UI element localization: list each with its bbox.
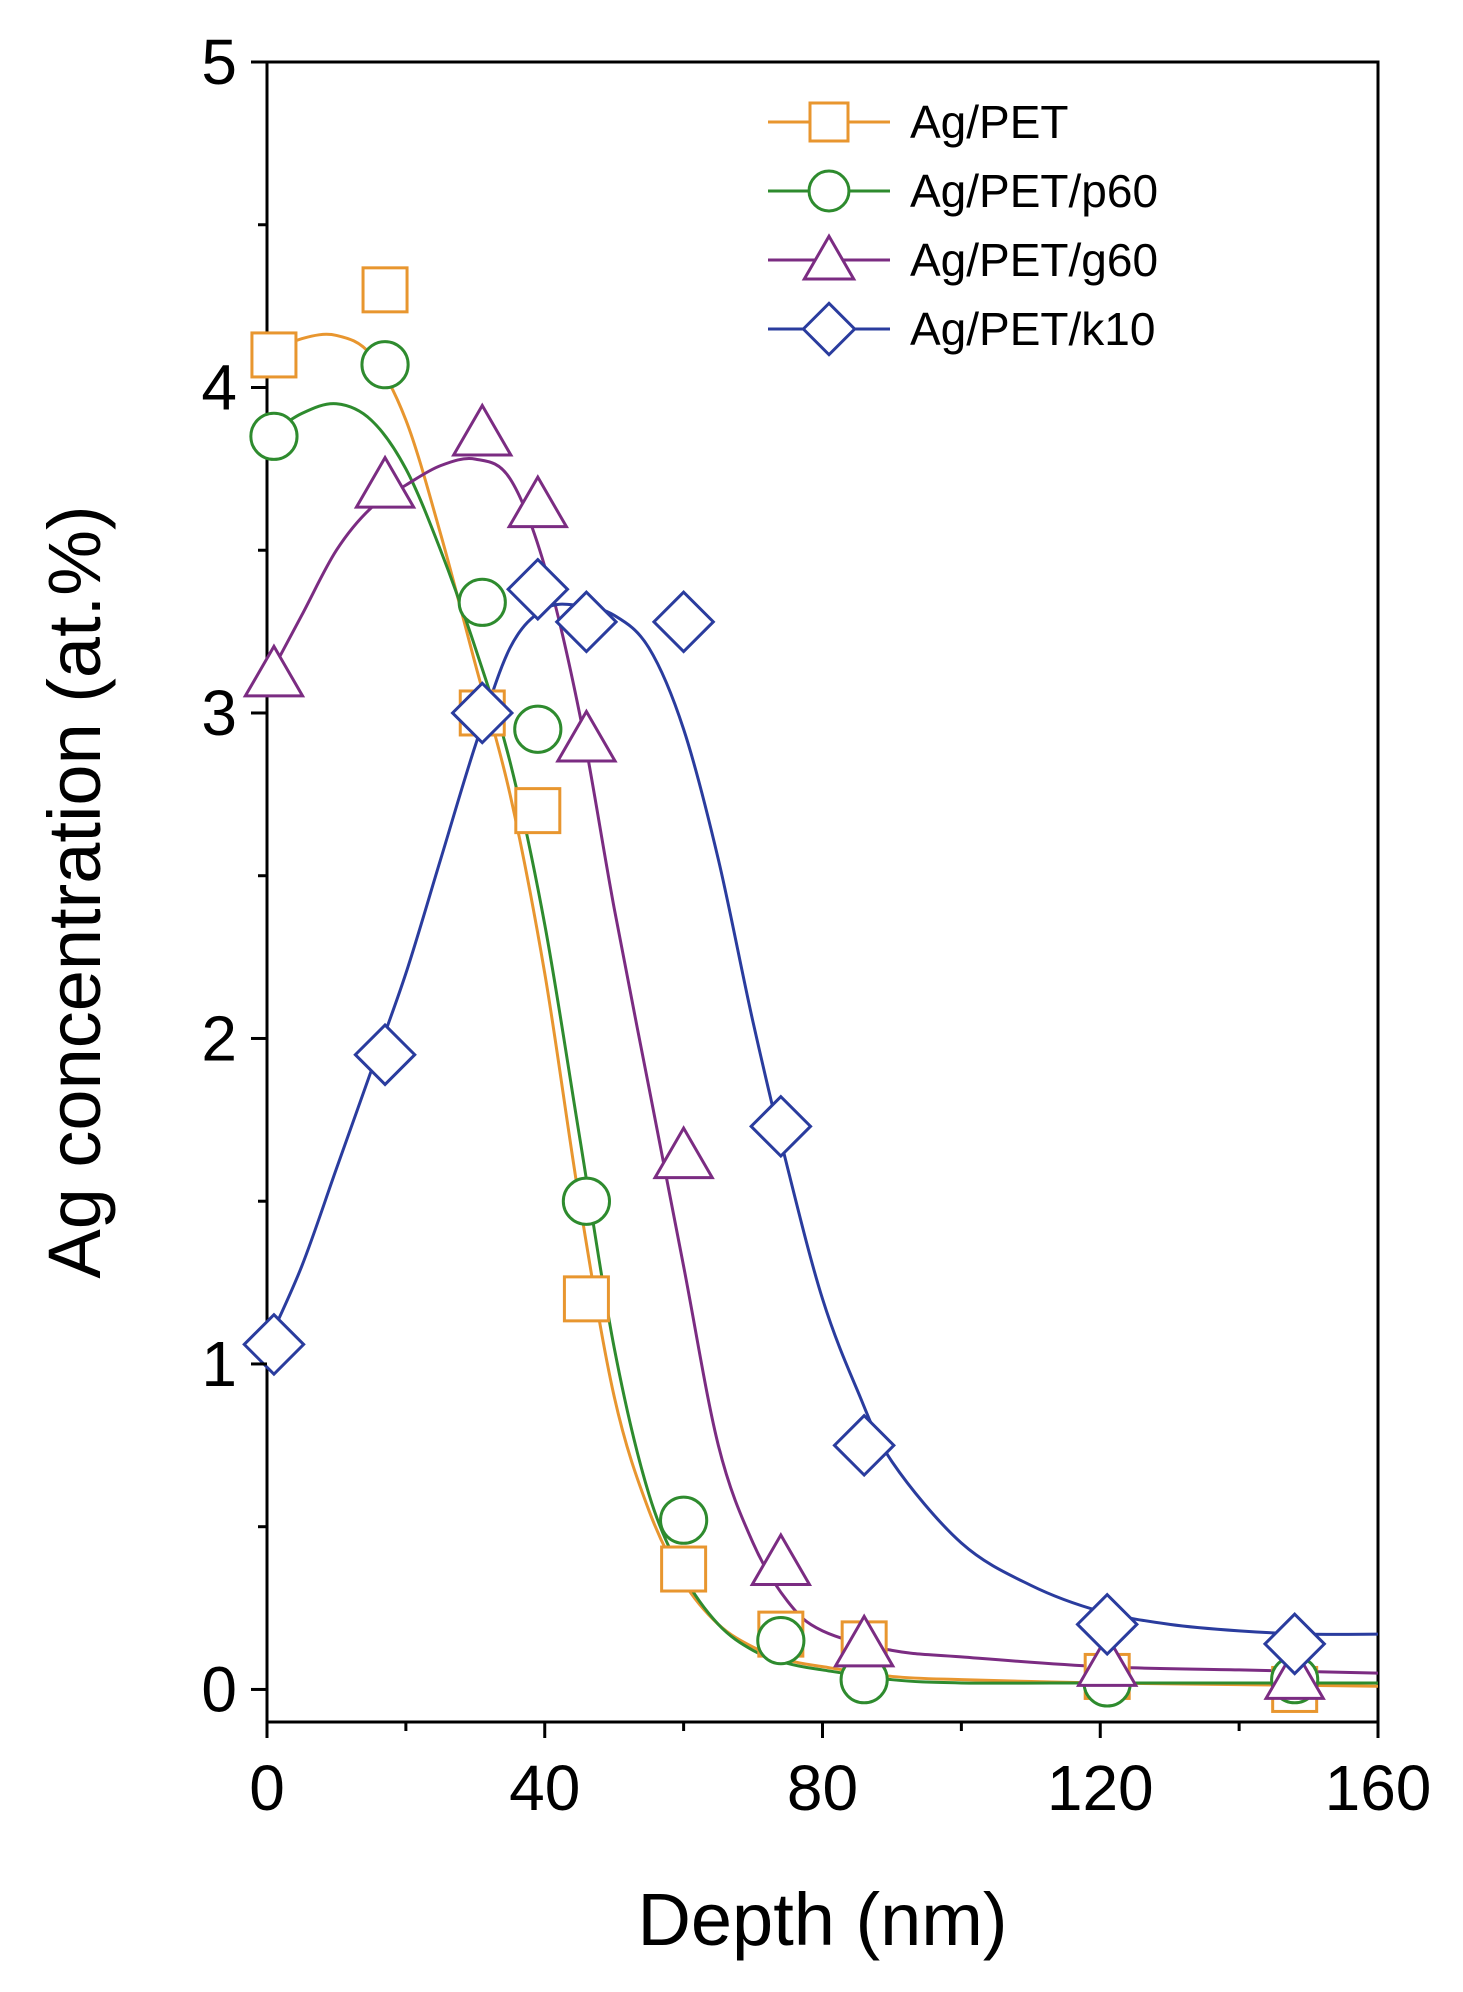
fit-line-series-1 [267, 332, 1378, 1688]
data-point-series-4 [554, 590, 619, 654]
data-point-series-1 [660, 1545, 708, 1593]
data-point-series-3 [451, 402, 514, 457]
legend-marker-series-3 [801, 233, 857, 281]
data-point-series-4 [505, 557, 570, 622]
x-axis-ticks: 0 40 80 120 160 [249, 1722, 1431, 1824]
x-tick-label: 0 [249, 1752, 285, 1824]
y-tick-label: 2 [201, 1002, 237, 1074]
x-tick-label: 80 [787, 1752, 858, 1824]
data-point-series-4 [832, 1413, 896, 1478]
x-tick-label: 120 [1047, 1752, 1154, 1824]
data-point-series-4 [242, 1312, 306, 1377]
y-tick-label: 3 [201, 677, 237, 749]
legend-label-series-2: Ag/PET/p60 [910, 165, 1158, 217]
data-point-series-4 [353, 1022, 417, 1087]
y-tick-label: 5 [201, 26, 237, 98]
x-tick-label: 40 [509, 1752, 580, 1824]
legend-label-series-1: Ag/PET [910, 96, 1069, 148]
data-point-series-4 [1075, 1592, 1140, 1657]
y-tick-label: 1 [201, 1328, 237, 1400]
data-point-series-4 [651, 590, 716, 654]
data-point-series-1 [250, 331, 298, 379]
fit-lines [267, 332, 1378, 1688]
data-point-series-2 [561, 1176, 612, 1226]
x-axis-title: Depth (nm) [637, 1878, 1007, 1961]
data-point-series-1 [514, 787, 562, 835]
data-markers [242, 266, 1327, 1713]
data-point-series-1 [562, 1275, 610, 1323]
data-point-series-2 [756, 1616, 806, 1666]
legend-label-series-4: Ag/PET/k10 [910, 303, 1155, 355]
data-point-series-3 [353, 454, 417, 509]
fit-line-series-4 [267, 602, 1378, 1636]
y-tick-label: 0 [201, 1653, 237, 1725]
y-axis-title: Ag concentration (at.%) [33, 505, 116, 1278]
legend-marker-series-4 [801, 301, 857, 357]
y-tick-label: 4 [201, 351, 237, 423]
fit-line-series-2 [267, 402, 1378, 1685]
data-point-series-2 [249, 411, 299, 461]
y-axis-ticks: 0 1 2 3 4 5 [201, 26, 267, 1725]
data-point-series-2 [457, 577, 507, 627]
data-point-series-3 [832, 1613, 896, 1668]
data-point-series-4 [450, 681, 515, 745]
legend-label-series-3: Ag/PET/g60 [910, 234, 1158, 286]
legend: Ag/PET Ag/PET/p60 Ag/PET/g60 Ag/PET/k10 [768, 96, 1158, 357]
data-point-series-2 [513, 704, 563, 754]
data-point-series-2 [360, 340, 410, 390]
data-point-series-4 [1262, 1612, 1327, 1676]
x-tick-label: 160 [1325, 1752, 1432, 1824]
data-point-series-1 [361, 266, 409, 314]
fit-line-series-3 [267, 457, 1378, 1675]
data-point-series-2 [659, 1495, 709, 1545]
data-point-series-3 [506, 474, 570, 529]
data-point-series-3 [749, 1532, 813, 1587]
data-point-series-3 [652, 1125, 715, 1180]
data-point-series-4 [749, 1094, 813, 1159]
legend-marker-series-1 [808, 101, 850, 143]
data-point-series-3 [1075, 1632, 1139, 1687]
data-point-series-3 [555, 708, 618, 763]
legend-marker-series-2 [807, 169, 851, 213]
data-point-series-3 [242, 643, 306, 698]
